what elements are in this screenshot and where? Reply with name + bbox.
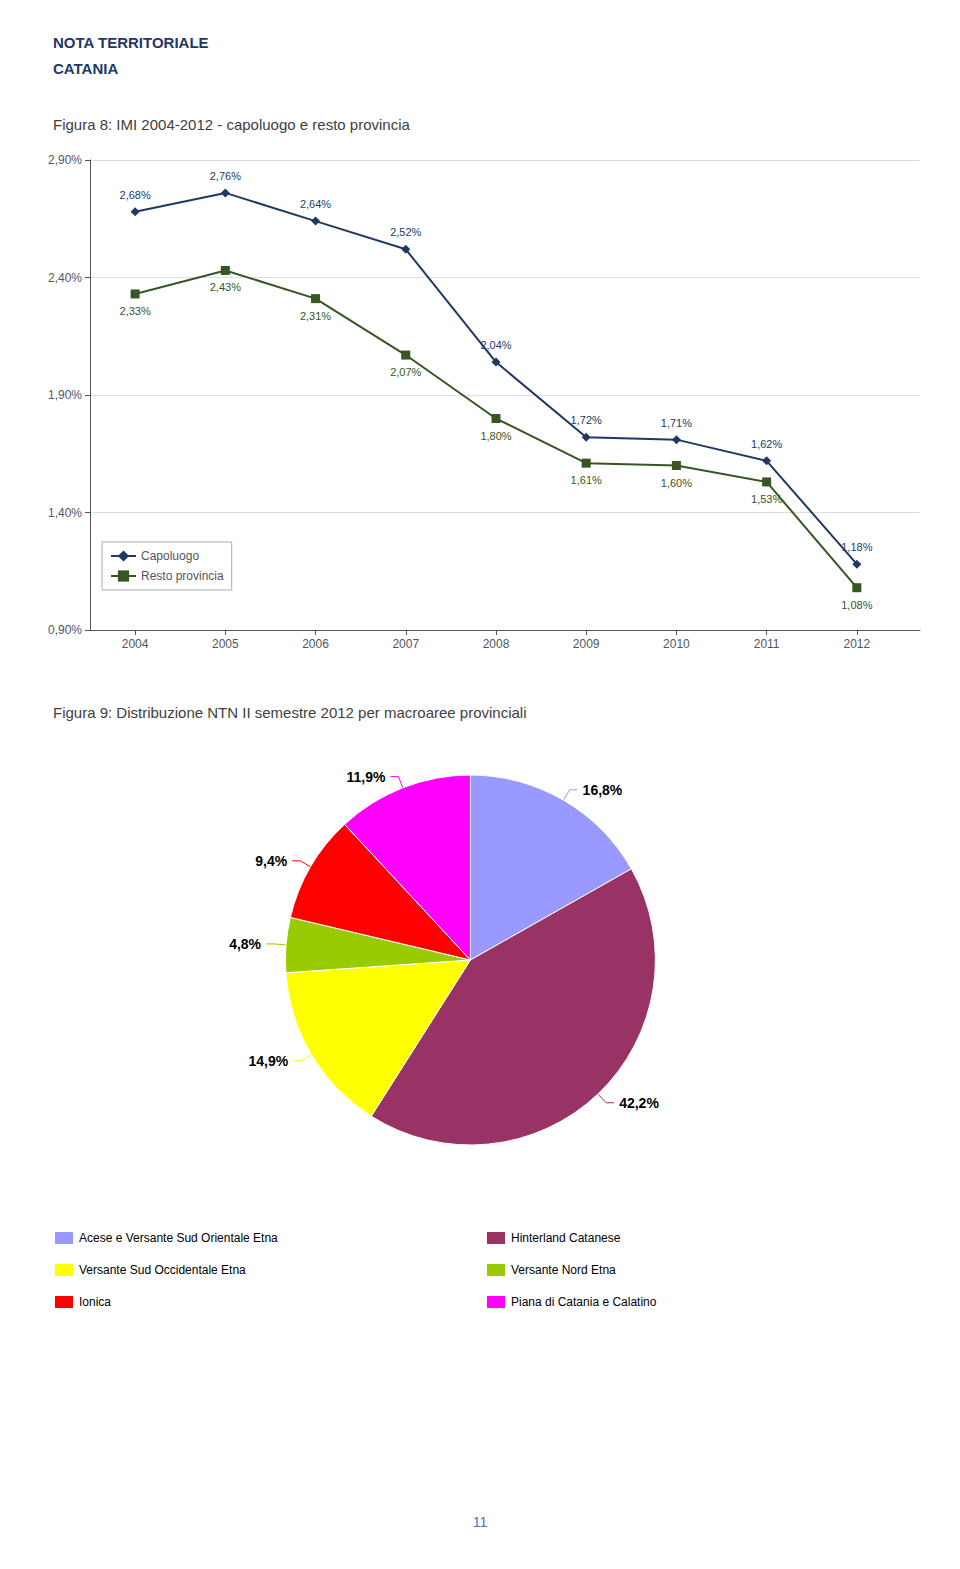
svg-text:Ionica: Ionica: [79, 1295, 111, 1309]
svg-text:1,53%: 1,53%: [751, 493, 782, 505]
svg-text:2012: 2012: [843, 637, 870, 651]
svg-text:2,33%: 2,33%: [120, 305, 151, 317]
svg-text:2005: 2005: [212, 637, 239, 651]
svg-text:2,07%: 2,07%: [390, 366, 421, 378]
svg-text:2008: 2008: [483, 637, 510, 651]
svg-text:Figura 8: IMI 2004-2012 - capo: Figura 8: IMI 2004-2012 - capoluogo e re…: [53, 116, 411, 133]
svg-text:9,4%: 9,4%: [255, 853, 287, 869]
svg-text:2011: 2011: [754, 637, 780, 651]
svg-text:2,90%: 2,90%: [48, 153, 82, 167]
svg-text:2,68%: 2,68%: [120, 189, 151, 201]
svg-text:1,80%: 1,80%: [480, 430, 511, 442]
svg-text:11,9%: 11,9%: [347, 769, 386, 785]
svg-text:2,43%: 2,43%: [210, 281, 241, 293]
svg-text:2004: 2004: [122, 637, 149, 651]
svg-text:1,71%: 1,71%: [661, 417, 692, 429]
svg-text:14,9%: 14,9%: [248, 1053, 288, 1069]
svg-text:2,31%: 2,31%: [300, 310, 331, 322]
svg-text:1,08%: 1,08%: [841, 599, 872, 611]
svg-text:Versante Sud Occidentale Etna: Versante Sud Occidentale Etna: [79, 1263, 246, 1277]
svg-text:1,62%: 1,62%: [751, 438, 782, 450]
svg-text:2006: 2006: [302, 637, 329, 651]
svg-text:1,60%: 1,60%: [661, 477, 692, 489]
svg-text:2,52%: 2,52%: [390, 226, 421, 238]
svg-text:0,90%: 0,90%: [48, 623, 82, 637]
svg-text:Capoluogo: Capoluogo: [141, 549, 199, 563]
svg-text:1,61%: 1,61%: [571, 474, 602, 486]
svg-text:Acese e Versante Sud Orientale: Acese e Versante Sud Orientale Etna: [79, 1231, 278, 1245]
svg-text:CATANIA: CATANIA: [53, 60, 118, 77]
svg-text:42,2%: 42,2%: [619, 1095, 659, 1111]
svg-text:2010: 2010: [663, 637, 690, 651]
svg-text:Resto provincia: Resto provincia: [141, 569, 224, 583]
svg-text:1,90%: 1,90%: [48, 388, 82, 402]
svg-text:2,40%: 2,40%: [48, 271, 82, 285]
svg-text:1,18%: 1,18%: [841, 541, 872, 553]
svg-text:4,8%: 4,8%: [229, 936, 261, 952]
svg-text:11: 11: [473, 1514, 488, 1530]
svg-text:1,72%: 1,72%: [571, 414, 602, 426]
svg-text:Hinterland Catanese: Hinterland Catanese: [511, 1231, 621, 1245]
svg-text:2,64%: 2,64%: [300, 198, 331, 210]
svg-text:NOTA TERRITORIALE: NOTA TERRITORIALE: [53, 34, 209, 51]
svg-text:Piana di Catania e Calatino: Piana di Catania e Calatino: [511, 1295, 657, 1309]
svg-text:2,76%: 2,76%: [210, 170, 241, 182]
svg-text:16,8%: 16,8%: [583, 782, 623, 798]
svg-text:Figura 9: Distribuzione NTN II: Figura 9: Distribuzione NTN II semestre …: [53, 704, 527, 721]
svg-text:2009: 2009: [573, 637, 600, 651]
svg-text:2,04%: 2,04%: [480, 339, 511, 351]
svg-text:1,40%: 1,40%: [48, 506, 82, 520]
svg-text:2007: 2007: [392, 637, 419, 651]
svg-text:Versante Nord Etna: Versante Nord Etna: [511, 1263, 616, 1277]
